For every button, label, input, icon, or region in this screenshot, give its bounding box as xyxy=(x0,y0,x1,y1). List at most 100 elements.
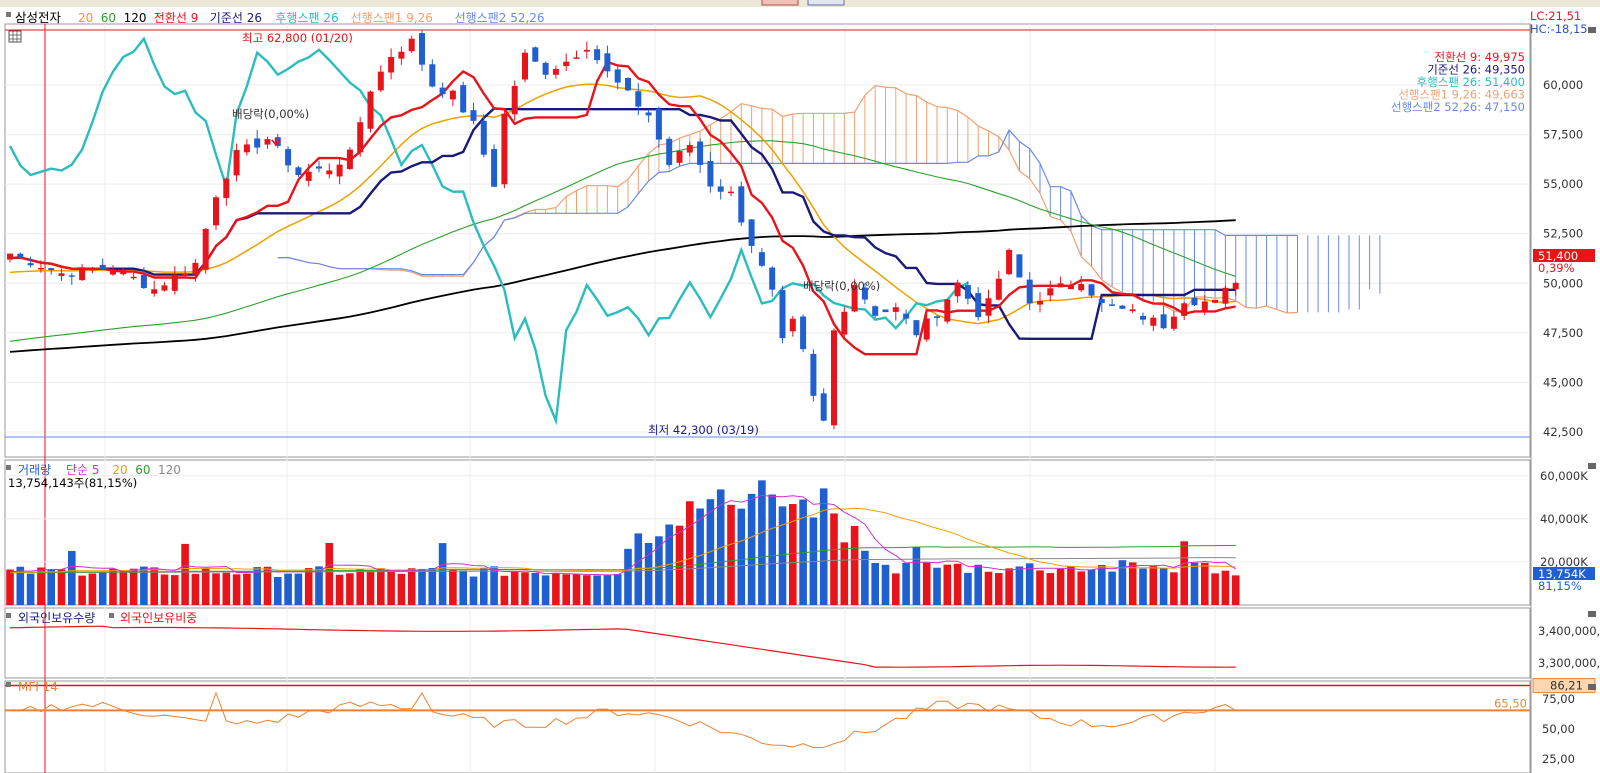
candle-body[interactable] xyxy=(326,170,333,175)
candle-body[interactable] xyxy=(851,285,858,312)
volume-bar[interactable] xyxy=(6,569,14,605)
candle-body[interactable] xyxy=(1057,283,1064,288)
volume-bar[interactable] xyxy=(1056,568,1065,605)
candle-body[interactable] xyxy=(295,167,302,176)
volume-bar[interactable] xyxy=(428,568,437,605)
volume-bar[interactable] xyxy=(747,493,756,605)
volume-bar[interactable] xyxy=(984,571,993,605)
candle-body[interactable] xyxy=(1109,304,1116,306)
volume-bar[interactable] xyxy=(644,543,653,605)
volume-bar[interactable] xyxy=(737,508,746,605)
candle-body[interactable] xyxy=(769,267,776,290)
candle-body[interactable] xyxy=(635,91,642,107)
volume-bar[interactable] xyxy=(201,568,210,605)
volume-bar[interactable] xyxy=(1005,568,1013,605)
volume-bar[interactable] xyxy=(26,573,35,605)
volume-bar[interactable] xyxy=(222,572,231,605)
volume-bar[interactable] xyxy=(37,567,45,605)
candle-body[interactable] xyxy=(923,318,930,340)
candle-body[interactable] xyxy=(460,85,467,113)
candle-body[interactable] xyxy=(573,57,580,59)
candle-body[interactable] xyxy=(1047,288,1054,296)
candle-body[interactable] xyxy=(110,269,116,275)
volume-bar[interactable] xyxy=(263,566,272,605)
volume-bar[interactable] xyxy=(57,569,66,605)
volume-bar[interactable] xyxy=(1077,571,1085,605)
candlesticks[interactable] xyxy=(7,30,1239,430)
volume-bar[interactable] xyxy=(603,575,612,605)
candle-body[interactable] xyxy=(861,287,868,300)
volume-bar[interactable] xyxy=(1067,565,1075,605)
candle-body[interactable] xyxy=(552,68,559,75)
volume-bar[interactable] xyxy=(449,569,457,605)
candle-body[interactable] xyxy=(140,275,147,288)
volume-bar[interactable] xyxy=(572,574,581,605)
candle-body[interactable] xyxy=(614,69,621,83)
volume-bar[interactable] xyxy=(850,525,859,605)
volume-bar[interactable] xyxy=(686,501,694,605)
candle-body[interactable] xyxy=(542,62,549,75)
candle-body[interactable] xyxy=(316,166,322,169)
candle-body[interactable] xyxy=(1026,279,1033,304)
volume-bar[interactable] xyxy=(902,562,910,605)
candle-body[interactable] xyxy=(99,264,106,270)
volume-bar[interactable] xyxy=(212,573,220,605)
volume-bar[interactable] xyxy=(119,570,128,605)
candle-body[interactable] xyxy=(7,253,13,260)
candle-body[interactable] xyxy=(1191,297,1198,306)
candle-body[interactable] xyxy=(367,91,374,129)
candle-body[interactable] xyxy=(120,270,127,275)
volume-bar[interactable] xyxy=(68,550,76,605)
candle-body[interactable] xyxy=(470,110,477,121)
candle-body[interactable] xyxy=(1129,309,1136,312)
candle-body[interactable] xyxy=(758,252,765,266)
volume-bar[interactable] xyxy=(160,574,169,605)
candle-body[interactable] xyxy=(748,219,755,246)
volume-bar[interactable] xyxy=(387,570,395,605)
candle-body[interactable] xyxy=(449,90,456,100)
candle-body[interactable] xyxy=(1119,305,1126,309)
volume-bar[interactable] xyxy=(335,574,344,605)
volume-bar[interactable] xyxy=(150,567,158,605)
candle-body[interactable] xyxy=(944,299,951,322)
volume-bar[interactable] xyxy=(377,568,385,605)
candle-body[interactable] xyxy=(707,160,714,187)
volume-bar[interactable] xyxy=(469,576,478,605)
volume-bar[interactable] xyxy=(1149,566,1158,605)
candle-body[interactable] xyxy=(377,71,384,91)
volume-bar[interactable] xyxy=(78,575,86,605)
candle-body[interactable] xyxy=(913,320,920,336)
candle-body[interactable] xyxy=(398,51,405,59)
candle-body[interactable] xyxy=(831,330,837,426)
candle-body[interactable] xyxy=(171,274,178,291)
candle-body[interactable] xyxy=(604,53,611,72)
volume-bar[interactable] xyxy=(346,573,354,605)
volume-bar[interactable] xyxy=(500,575,509,605)
candle-body[interactable] xyxy=(429,64,436,87)
candle-body[interactable] xyxy=(491,149,498,187)
volume-bar[interactable] xyxy=(1015,566,1024,605)
volume-bar[interactable] xyxy=(830,513,838,605)
candle-body[interactable] xyxy=(285,149,292,166)
candle-body[interactable] xyxy=(1150,317,1157,326)
candle-body[interactable] xyxy=(1016,254,1023,278)
candle-body[interactable] xyxy=(1212,299,1219,303)
candle-body[interactable] xyxy=(583,49,590,52)
candle-body[interactable] xyxy=(388,56,395,73)
candle-body[interactable] xyxy=(480,120,487,155)
candle-body[interactable] xyxy=(1160,314,1167,329)
candle-body[interactable] xyxy=(161,285,168,291)
candle-body[interactable] xyxy=(841,311,848,335)
volume-bar[interactable] xyxy=(995,573,1003,605)
volume-bar[interactable] xyxy=(541,575,550,605)
volume-bar[interactable] xyxy=(840,542,849,605)
candle-body[interactable] xyxy=(243,144,250,153)
candle-body[interactable] xyxy=(1170,316,1177,329)
candle-body[interactable] xyxy=(17,253,24,257)
candle-body[interactable] xyxy=(254,138,261,148)
volume-bar[interactable] xyxy=(171,575,179,605)
volume-bar[interactable] xyxy=(613,574,622,605)
candle-body[interactable] xyxy=(223,178,230,198)
candle-body[interactable] xyxy=(408,38,415,52)
